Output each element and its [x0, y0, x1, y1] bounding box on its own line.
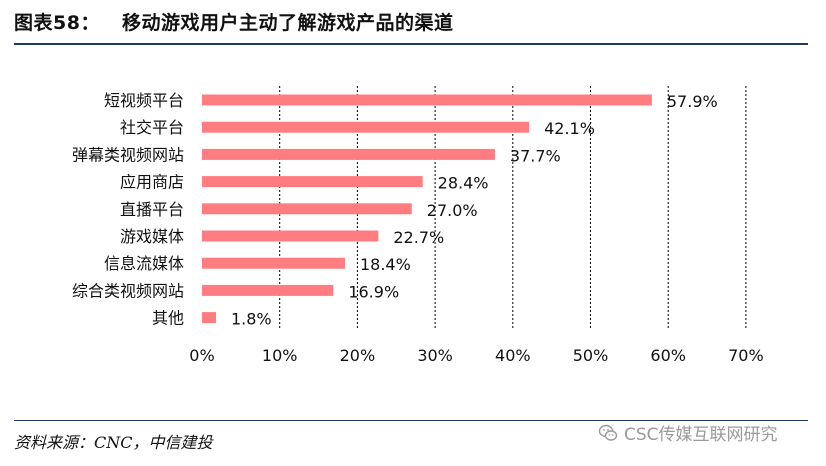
bar [202, 284, 334, 296]
header-divider [14, 43, 808, 45]
category-label: 直播平台 [120, 200, 184, 219]
data-label: 16.9% [348, 282, 399, 301]
bar [202, 94, 652, 106]
bar [202, 312, 216, 324]
x-tick-label: 30% [417, 346, 453, 365]
wechat-icon [598, 424, 618, 441]
category-label: 社交平台 [120, 118, 184, 137]
bar [202, 230, 379, 242]
x-tick-label: 70% [728, 346, 764, 365]
data-label: 1.8% [231, 310, 272, 329]
bar [202, 121, 530, 133]
bar [202, 257, 345, 269]
bar [202, 176, 423, 188]
category-label: 短视频平台 [104, 91, 184, 110]
category-label: 游戏媒体 [120, 227, 184, 246]
x-tick-label: 0% [189, 346, 214, 365]
category-label: 弹幕类视频网站 [72, 145, 184, 164]
footer-divider [14, 420, 808, 421]
watermark-text: CSC传媒互联网研究 [624, 425, 778, 445]
watermark: CSC传媒互联网研究 [598, 420, 778, 445]
bar [202, 148, 495, 160]
bar-chart: 0% 10% 20% 30% 40% 50% 60% 70% 短视频平台 57.9% 社交平台 42.… [72, 86, 764, 365]
x-tick-label: 40% [495, 346, 531, 365]
chart-heading: 移动游戏用户主动了解游戏产品的渠道 [121, 12, 454, 34]
data-label: 42.1% [544, 119, 595, 138]
data-label: 18.4% [360, 255, 411, 274]
data-label: 57.9% [667, 92, 718, 111]
data-label: 28.4% [438, 174, 489, 193]
category-label: 其他 [152, 309, 184, 328]
category-label: 信息流媒体 [104, 254, 184, 273]
bar [202, 203, 412, 215]
page-title: 图表58： 移动游戏用户主动了解游戏产品的渠道 [14, 8, 453, 35]
source-note: 资料来源：CNC，中信建投 [14, 433, 213, 452]
data-label: 37.7% [510, 146, 561, 165]
x-tick-label: 10% [262, 346, 298, 365]
data-label: 22.7% [393, 228, 444, 247]
category-label: 综合类视频网站 [72, 281, 184, 300]
category-label: 应用商店 [120, 173, 184, 192]
x-tick-label: 50% [573, 346, 609, 365]
x-tick-label: 60% [650, 346, 686, 365]
x-tick-label: 20% [340, 346, 376, 365]
figure-label: 图表58： [14, 12, 100, 34]
data-label: 27.0% [427, 201, 478, 220]
